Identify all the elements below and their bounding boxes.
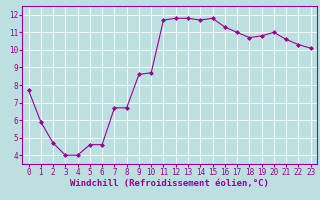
X-axis label: Windchill (Refroidissement éolien,°C): Windchill (Refroidissement éolien,°C) <box>70 179 269 188</box>
